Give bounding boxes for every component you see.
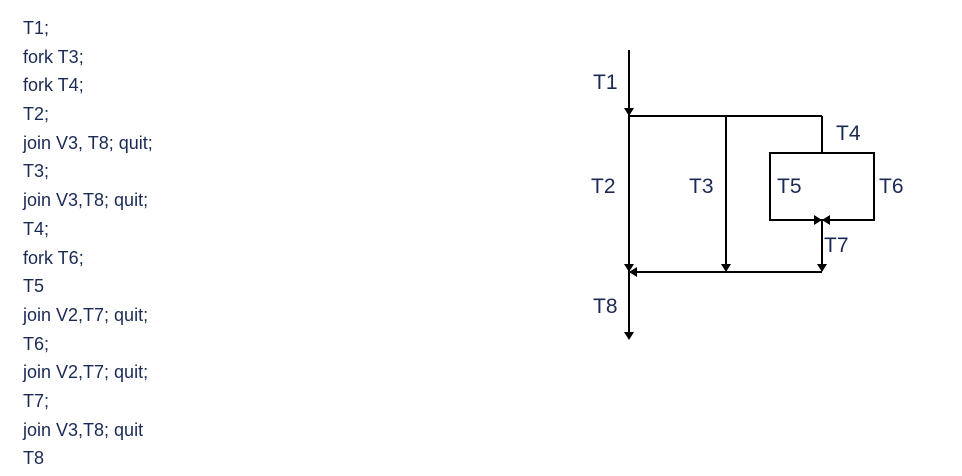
code-line: T8 [23,448,45,469]
t5-join-arrowhead [814,215,822,225]
label-t3: T3 [689,175,714,198]
t2-arrowhead [624,264,634,272]
code-line: fork T6; [23,247,84,268]
code-line: T1; [23,18,50,38]
t8-arrowhead [624,332,634,340]
label-t6: T6 [879,175,904,198]
code-line: fork T4; [23,75,84,96]
label-t1: T1 [593,71,618,94]
label-t2: T2 [591,175,616,198]
label-t8: T8 [593,295,618,318]
code-line: join V3,T8; quit; [23,190,149,211]
t7-arrowhead [817,264,827,272]
t6-join-arrowhead [822,215,830,225]
code-line: T7; [23,390,50,411]
label-t7: T7 [824,234,849,257]
code-line: fork T3; [23,46,84,67]
join-arrowhead [629,267,637,277]
code-listing: T1; fork T3; fork T4; T2; join V3, T8; q… [23,14,323,473]
label-t5: T5 [777,175,802,198]
code-line: T5 [23,276,45,297]
code-line: join V3,T8; quit [23,419,144,440]
label-t4: T4 [836,122,861,145]
code-line: T6; [23,333,50,354]
t1-arrowhead [624,108,634,116]
code-line: join V2,T7; quit; [23,304,149,325]
code-line: join V3, T8; quit; [23,132,153,153]
code-line: T2; [23,104,50,125]
code-line: T4; [23,218,50,239]
code-line: join V2,T7; quit; [23,362,149,383]
t3-arrowhead [721,264,731,272]
code-line: T3; [23,161,50,182]
